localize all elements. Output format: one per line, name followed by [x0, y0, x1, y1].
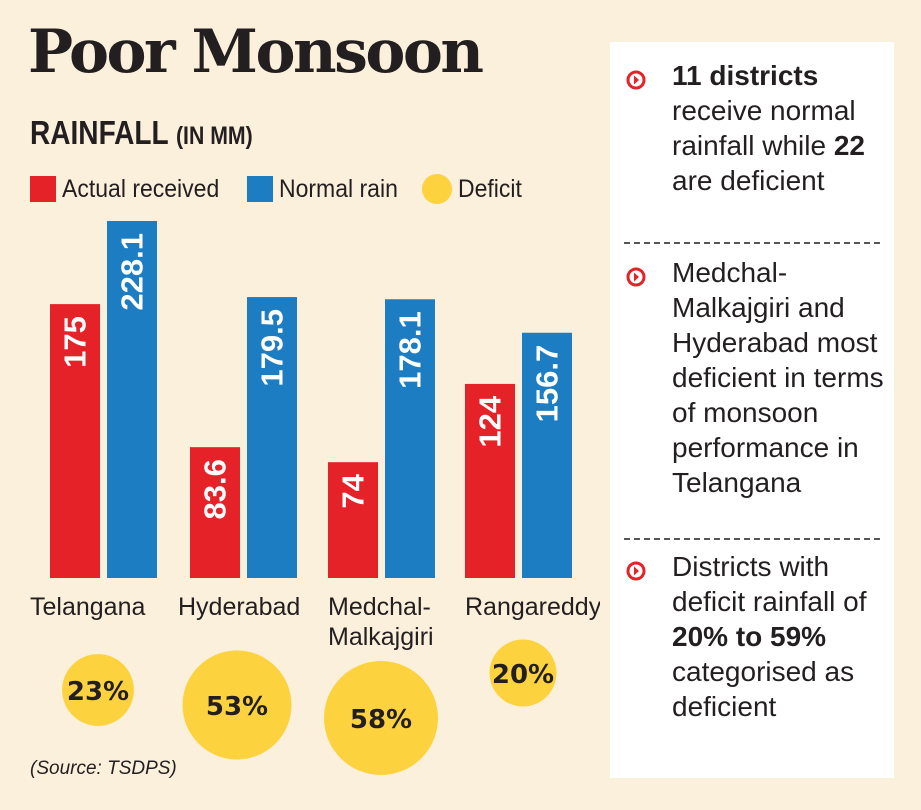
legend-swatch-actual [30, 176, 56, 202]
legend-item-actual: Actual received [30, 175, 233, 204]
bar-normal-2 [247, 297, 297, 578]
notes-panel: 11 districts receive normal rainfall whi… [610, 42, 894, 778]
deficit-bubble-4 [489, 639, 557, 707]
bullet-arrow-icon [626, 70, 646, 90]
subtitle-unit: (IN MM) [175, 122, 253, 150]
deficit-bubble-3 [324, 661, 438, 775]
category-label: Telangana [30, 593, 145, 621]
bar-value-label: 179.5 [255, 309, 290, 387]
category-label: Malkajgiri [328, 623, 434, 651]
bar-actual-4 [465, 383, 515, 578]
category-label: Hyderabad [178, 593, 300, 621]
legend-label-normal: Normal rain [278, 174, 398, 203]
bar-actual-1 [50, 304, 100, 578]
bar-value-label: 156.7 [530, 345, 565, 423]
subtitle-main: RAINFALL [30, 114, 169, 151]
legend-swatch-normal [246, 176, 273, 202]
note-1-fragment: 22 [833, 130, 866, 161]
deficit-bubble-2 [182, 650, 292, 760]
deficit-label: 23% [67, 677, 129, 707]
bar-normal-3 [385, 299, 435, 578]
bar-actual-3 [328, 462, 378, 578]
note-1-fragment: receive normal rainfall while [672, 95, 856, 161]
legend-label-deficit: Deficit [458, 174, 523, 203]
deficit-label: 20% [492, 660, 554, 690]
legend-item-deficit: Deficit [422, 174, 527, 204]
bar-value-label: 175 [58, 316, 93, 368]
deficit-label: 53% [206, 692, 268, 722]
bar-normal-1 [107, 221, 157, 578]
bar-value-label: 178.1 [393, 311, 428, 389]
note-2-text: Medchal-Malkajgiri and Hyderabad most de… [672, 255, 894, 500]
note-3-fragment: Districts with deficit rainfall of [672, 551, 867, 617]
note-2-fragment: Medchal-Malkajgiri and Hyderabad most de… [672, 257, 884, 498]
category-label: Medchal- [328, 593, 431, 621]
bullet-arrow-icon [626, 561, 646, 581]
bar-chart: 175 228.1 Telangana 23% 83.6 179.5 Hyderabad 53… [30, 221, 600, 775]
chart-subtitle: RAINFALL (IN MM) [30, 116, 253, 149]
note-divider [624, 538, 880, 540]
bar-value-label: 83.6 [198, 459, 233, 519]
legend-label-actual: Actual received [62, 174, 220, 203]
bar-value-label: 74 [336, 473, 371, 508]
bar-value-label: 124 [473, 395, 508, 447]
note-3-fragment: 20% to 59% [672, 621, 827, 652]
bar-actual-2 [190, 447, 240, 578]
note-1-fragment: are deficient [672, 165, 825, 196]
legend-item-normal: Normal rain [246, 174, 408, 204]
category-label: Rangareddy [465, 593, 600, 621]
deficit-bubble-1 [62, 654, 134, 726]
note-3-fragment: categorised as deficient [672, 656, 855, 722]
note-3-text: Districts with deficit rainfall of 20% t… [672, 549, 894, 724]
note-divider [624, 242, 880, 244]
source-note: (Source: TSDPS) [30, 758, 177, 779]
note-1-text: 11 districts receive normal rainfall whi… [672, 58, 894, 198]
bar-normal-4 [522, 332, 572, 578]
legend-swatch-deficit [422, 174, 453, 204]
bar-value-label: 228.1 [115, 233, 150, 311]
chart-legend: Actual received Normal rain Deficit [30, 172, 542, 206]
note-1-fragment: 11 districts [672, 60, 819, 91]
chart-title: Poor Monsoon [28, 17, 484, 87]
bullet-arrow-icon [626, 267, 646, 287]
deficit-label: 58% [350, 705, 412, 735]
